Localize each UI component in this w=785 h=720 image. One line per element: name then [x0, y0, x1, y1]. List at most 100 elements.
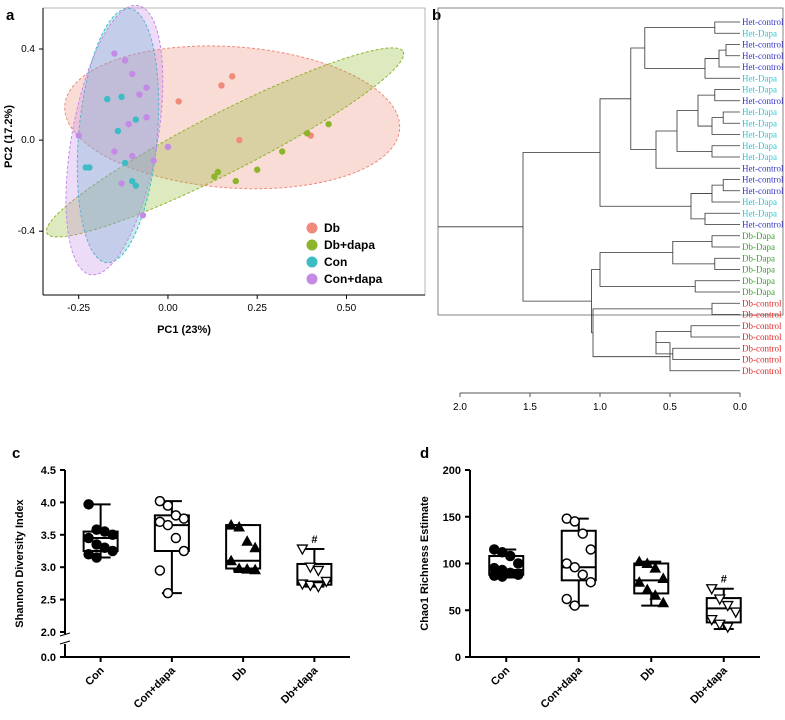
- chao1-data-point: [713, 594, 726, 606]
- pca-y-axis-title: PC2 (17.2%): [3, 105, 15, 168]
- dendro-leaf-label: Het-control: [742, 163, 784, 173]
- chao1-data-point: [513, 569, 524, 580]
- dendro-branch: [711, 302, 740, 315]
- dendro-leaf-label: Het-Dapa: [742, 152, 777, 162]
- panel-label-b: b: [432, 7, 441, 24]
- shannon-data-point: [162, 519, 174, 531]
- dendro-branch: [694, 280, 740, 293]
- dendro-leaf-label: Db-control: [742, 321, 782, 331]
- dendro-leaf-label: Het-control: [742, 220, 784, 230]
- dendro-branch: [630, 47, 656, 151]
- pca-point: [132, 182, 140, 189]
- shannon-y-axis-title: Shannon Diversity Index: [14, 498, 26, 627]
- pca-point: [132, 116, 140, 123]
- dendro-leaf-label: Db-Dapa: [742, 265, 775, 275]
- pca-y-tick-label: 0.0: [21, 135, 35, 146]
- pca-point: [86, 164, 93, 171]
- dendro-branch: [714, 257, 740, 270]
- chao1-data-point: [577, 569, 588, 580]
- dendro-branch: [711, 184, 740, 203]
- chao1-data-point: [513, 558, 524, 569]
- chao1-x-tick-label: Con+dapa: [539, 664, 586, 711]
- dendro-leaf-label: Het-control: [742, 175, 784, 185]
- chao1-data-point: [569, 516, 580, 527]
- shannon-data-point: [304, 580, 317, 592]
- chao1-data-point: [641, 583, 654, 595]
- shannon-data-point: [162, 500, 174, 511]
- pca-ellipse-Con: [76, 7, 160, 264]
- pca-point: [111, 50, 118, 57]
- shannon-data-point: [83, 532, 94, 544]
- shannon-y-tick-label: 4.5: [41, 465, 56, 477]
- dendro-branch: [676, 110, 712, 152]
- dendro-leaf-label: Het-Dapa: [742, 208, 777, 218]
- dendro-leaf-label: Het-control: [742, 40, 784, 50]
- pca-ellipse-Db+dapa: [45, 47, 405, 238]
- shannon-data-point: [225, 554, 237, 566]
- shannon-data-point: [178, 513, 190, 524]
- pca-x-tick-label: 0.25: [247, 303, 267, 314]
- shannon-axis-break-mark: [59, 640, 71, 645]
- chao1-y-tick-label: 200: [443, 465, 461, 477]
- dendro-branch: [704, 58, 740, 79]
- dendro-x-tick-label: 0.5: [663, 402, 677, 413]
- dendro-branch: [725, 44, 740, 57]
- dendro-branch: [644, 27, 715, 69]
- shannon-data-point: [170, 532, 182, 544]
- chao1-x-tick-label: Db+dapa: [688, 664, 730, 706]
- dendro-leaf-label: Het-Dapa: [742, 85, 777, 95]
- pca-x-tick-label: -0.25: [67, 303, 90, 314]
- shannon-data-point: [304, 562, 317, 574]
- dendro-leaf-label: Db-Dapa: [742, 287, 775, 297]
- pca-y-tick-label: 0.4: [21, 44, 35, 55]
- shannon-data-point: [154, 565, 166, 576]
- shannon-data-point: [249, 563, 261, 575]
- dendro-branch: [672, 240, 715, 265]
- chao1-data-point: [577, 528, 588, 539]
- chao1-data-point: [561, 593, 572, 605]
- pca-point: [278, 148, 286, 155]
- chao1-data-point: [721, 600, 734, 612]
- pca-y-tick-label: -0.4: [18, 226, 36, 237]
- chao1-data-point: [657, 572, 670, 583]
- pca-legend-label: Db+dapa: [324, 238, 375, 252]
- chao1-significance-mark: #: [721, 574, 727, 586]
- chao1-data-point: [633, 576, 646, 587]
- shannon-data-point: [178, 545, 190, 557]
- pca-point: [218, 82, 225, 89]
- pca-x-axis-title: PC1 (23%): [157, 324, 211, 336]
- pca-x-tick-label: 0.50: [337, 303, 357, 314]
- dendro-leaf-label: Het-control: [742, 17, 784, 27]
- pca-point: [175, 98, 182, 105]
- chao1-y-tick-label: 100: [443, 559, 461, 571]
- shannon-data-point: [91, 552, 102, 563]
- dendro-leaf-label: Het-Dapa: [742, 141, 777, 151]
- pca-point: [143, 84, 150, 91]
- panel-label-d: d: [420, 445, 429, 462]
- pca-point: [164, 143, 172, 151]
- dendro-frame: [437, 7, 784, 316]
- pca-point: [143, 114, 150, 121]
- dendro-x-tick-label: 1.0: [593, 402, 607, 413]
- dendro-leaf-label: Het-Dapa: [742, 73, 777, 83]
- dendro-leaf-label: Db-control: [742, 366, 782, 376]
- pca-point: [111, 148, 118, 155]
- chao1-x-tick-label: Con: [489, 664, 513, 688]
- pca-point: [254, 166, 261, 173]
- chao1-data-point: [721, 622, 734, 634]
- shannon-data-point: [241, 563, 253, 574]
- dendro-branch: [704, 212, 740, 225]
- pca-point: [118, 180, 125, 187]
- chao1-data-point: [705, 584, 718, 596]
- pca-chart: -0.25 0.00 0.25 0.50 -0.4 0.0 0.4 PC1 (23%) PC2 …: [3, 4, 426, 336]
- shannon-data-point: [233, 520, 245, 532]
- dendro-leaf-label: Het-control: [742, 96, 784, 106]
- shannon-data-point: [107, 545, 118, 557]
- pca-ellipse-Con+dapa: [65, 4, 164, 276]
- chao1-data-point: [641, 557, 654, 568]
- shannon-data-point: [241, 535, 253, 546]
- pca-point: [118, 93, 125, 101]
- shannon-x-tick-label: Con+dapa: [132, 664, 179, 711]
- shannon-x-tick-label: Db: [230, 664, 249, 683]
